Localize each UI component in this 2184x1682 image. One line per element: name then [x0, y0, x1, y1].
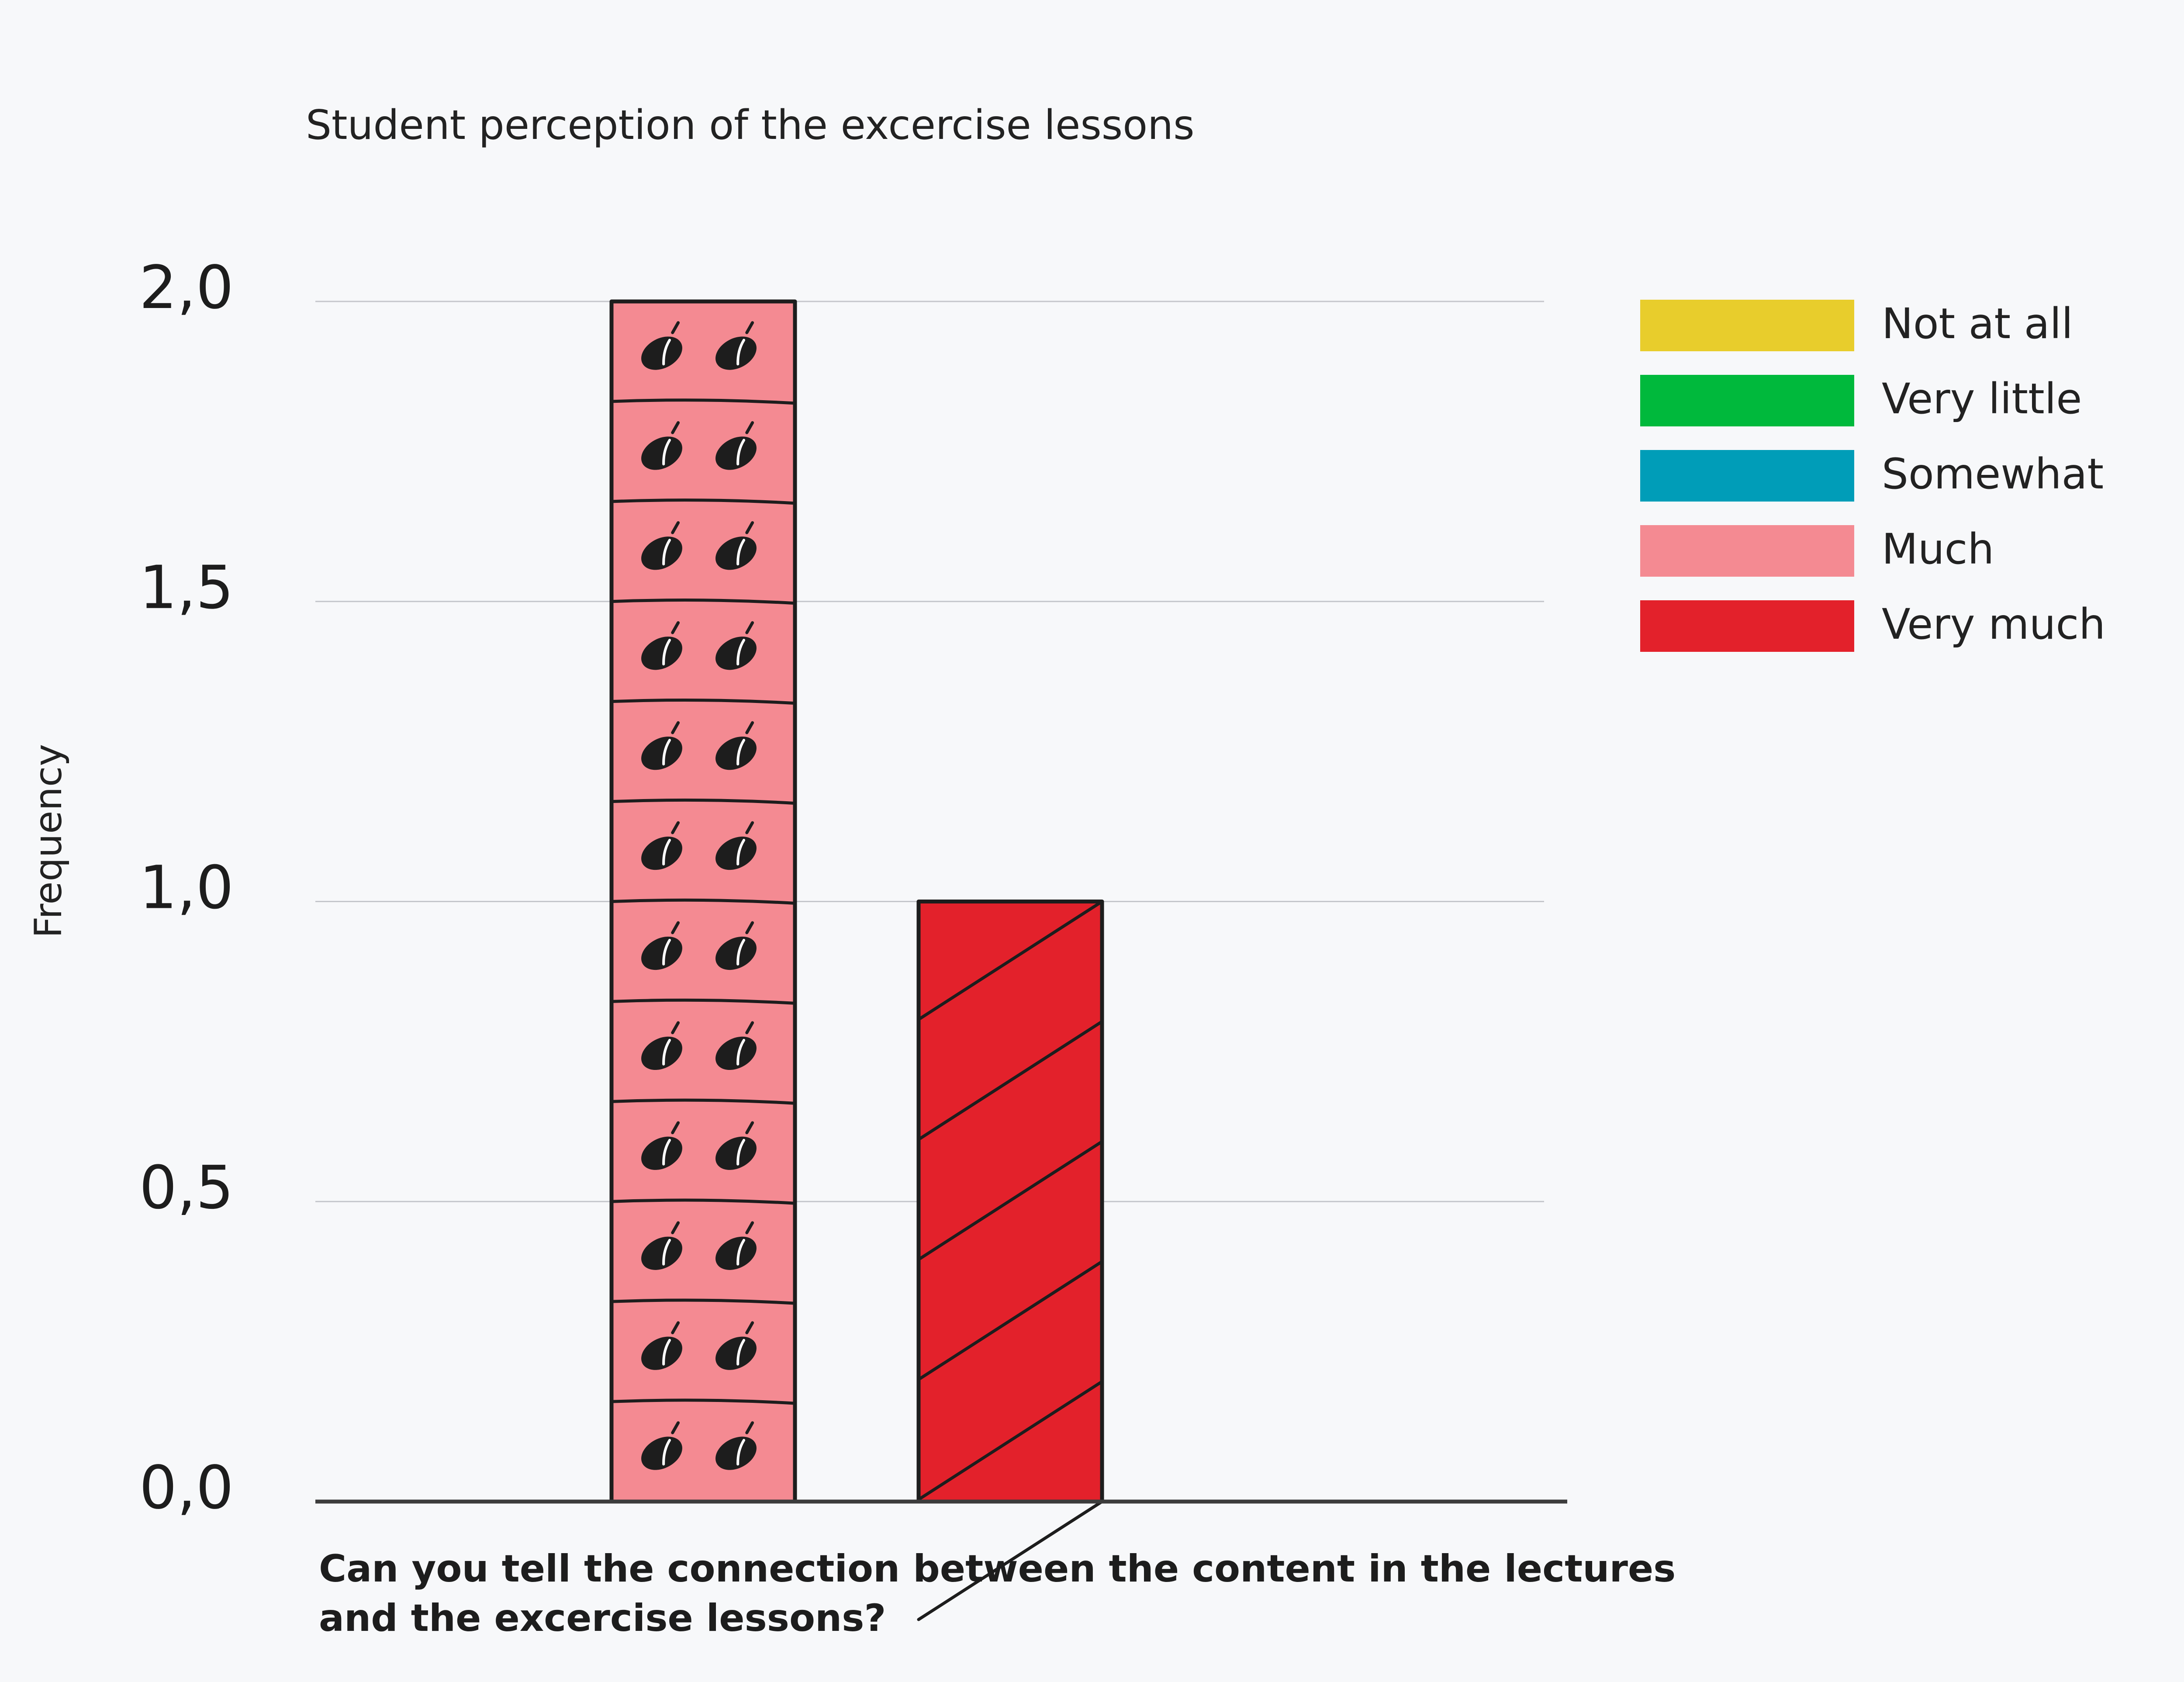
bars [609, 299, 1104, 1621]
tile-divider [611, 998, 795, 1005]
seed-icon [715, 321, 757, 370]
seed-icon [641, 621, 682, 670]
seed-icon [641, 421, 682, 470]
legend-item-very-much: Very much [1640, 600, 2105, 652]
tile-divider [611, 698, 795, 705]
legend-label: Very little [1882, 374, 2082, 423]
seed-icon [641, 1421, 682, 1470]
seed-icon [715, 1221, 757, 1270]
tile-divider [611, 398, 795, 405]
legend-label: Very much [1882, 600, 2105, 649]
bar-very-much [916, 900, 1104, 1621]
stripe [917, 900, 1104, 1021]
legend-swatch [1640, 300, 1854, 351]
seed-icon [641, 1121, 682, 1170]
stripe [917, 1260, 1104, 1381]
legend-swatch [1640, 525, 1854, 577]
y-tick-label: 2,0 [139, 253, 234, 322]
tile-divider [611, 798, 795, 805]
y-axis-ticks: 0,0 0,5 1,0 1,5 2,0 [139, 253, 234, 1523]
y-tick-label: 0,0 [139, 1454, 234, 1523]
seed-icon [715, 721, 757, 770]
seed-icon [715, 621, 757, 670]
seed-icon [641, 821, 682, 870]
legend-item-very-little: Very little [1640, 374, 2082, 426]
legend-item-not-at-all: Not at all [1640, 299, 2073, 351]
x-axis-title: Can you tell the connection between the … [319, 1547, 1689, 1640]
seed-icon [715, 821, 757, 870]
legend-swatch [1640, 375, 1854, 426]
seed-icon [641, 321, 682, 370]
seed-icon [715, 421, 757, 470]
seed-icon [641, 1321, 682, 1370]
y-tick-label: 1,0 [139, 854, 234, 923]
seed-icon [641, 521, 682, 570]
bar-much [609, 299, 797, 1504]
stripe [917, 1500, 1104, 1621]
legend-label: Much [1882, 525, 1994, 574]
seed-icon [641, 721, 682, 770]
y-axis-title: Frequency [27, 744, 70, 938]
legend-swatch [1640, 450, 1854, 502]
seed-icon [641, 1021, 682, 1070]
tile-divider [611, 1298, 795, 1305]
y-tick-label: 1,5 [139, 554, 234, 623]
seed-icon [715, 1121, 757, 1170]
stripe [917, 1380, 1104, 1501]
stripe [917, 1140, 1104, 1261]
y-tick-label: 0,5 [139, 1153, 234, 1222]
legend-swatch [1640, 600, 1854, 652]
legend-label: Somewhat [1882, 450, 2104, 498]
tile-divider [611, 498, 795, 505]
x-axis-title-line-1: Can you tell the connection between the … [319, 1547, 1676, 1591]
x-axis-title-line-2: and the excercise lessons? [319, 1596, 886, 1640]
seed-icon [641, 921, 682, 970]
chart-title: Student perception of the excercise less… [306, 101, 1195, 149]
seed-icon [715, 921, 757, 970]
legend-label: Not at all [1882, 299, 2073, 348]
legend-item-somewhat: Somewhat [1640, 450, 2104, 502]
seed-icon [715, 1321, 757, 1370]
seed-icon [715, 1021, 757, 1070]
seed-icon [641, 1221, 682, 1270]
stripe [917, 1020, 1104, 1141]
legend-item-much: Much [1640, 525, 1994, 577]
tile-divider [611, 1198, 795, 1205]
seed-icon [715, 1421, 757, 1470]
tile-divider [611, 599, 795, 605]
tile-divider [611, 1098, 795, 1105]
tile-divider [611, 898, 795, 905]
seed-icon [715, 521, 757, 570]
tile-divider [611, 1398, 795, 1405]
legend: Not at all Very little Somewhat Much Very mu… [1640, 299, 2105, 652]
